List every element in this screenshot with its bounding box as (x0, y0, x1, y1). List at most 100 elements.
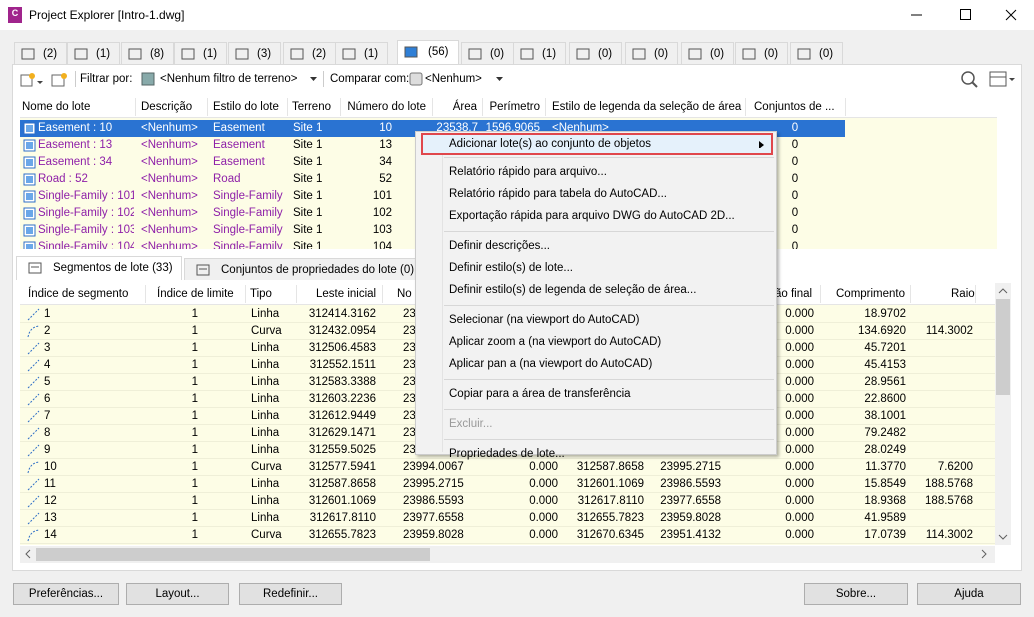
tab[interactable]: (0) (735, 42, 788, 64)
segment-cell: 1 (191, 325, 198, 337)
segment-tab[interactable]: Segmentos de lote (33) (16, 256, 182, 280)
menu-item[interactable]: Relatório rápido para tabela do AutoCAD.… (449, 188, 667, 200)
tab[interactable]: (2) (283, 42, 336, 64)
segment-cell: 0.000 (785, 359, 814, 371)
segment-icon (26, 426, 42, 441)
column-header[interactable]: Conjuntos de ... (754, 101, 835, 113)
segment-cell: 1 (191, 461, 198, 473)
segment-tab-label: Segmentos de lote (33) (53, 262, 173, 274)
dropdown-arrow[interactable] (310, 77, 318, 82)
lot-cell: 0 (791, 190, 799, 202)
menu-item[interactable]: Copiar para a área de transferência (449, 388, 631, 400)
filter-value[interactable]: <Nenhum filtro de terreno> (160, 73, 298, 85)
column-header[interactable]: Terreno (292, 101, 331, 113)
menu-item[interactable]: Exportação rápida para arquivo DWG do Au… (449, 210, 735, 222)
lot-cell: Easement : 34 (38, 156, 113, 168)
tab[interactable]: (2) (14, 42, 67, 64)
menu-item[interactable]: Aplicar zoom a (na viewport do AutoCAD) (449, 336, 662, 348)
segment-icon (26, 460, 42, 475)
tab[interactable]: (1) (513, 42, 566, 64)
menu-item[interactable]: Definir descrições... (449, 240, 550, 252)
segment-cell: 1 (191, 376, 198, 388)
compare-value[interactable]: <Nenhum> (425, 73, 482, 85)
search-layout-icons[interactable] (960, 70, 1016, 90)
vertical-scrollbar[interactable] (995, 283, 1011, 545)
column-header[interactable]: Número do lote (347, 101, 426, 113)
tab[interactable]: (0) (461, 42, 514, 64)
menu-item[interactable]: Propriedades de lote... (449, 448, 565, 460)
compare-icon (409, 72, 423, 86)
context-menu: Adicionar lote(s) ao conjunto de objetos… (415, 131, 777, 460)
button[interactable]: Sobre... (804, 583, 908, 605)
segment-cell: 1 (191, 393, 198, 405)
column-header[interactable]: Perímetro (489, 101, 541, 113)
segment-cell: 0.000 (785, 512, 814, 524)
tab-count: (1) (96, 48, 111, 60)
tab[interactable]: (3) (228, 42, 281, 64)
segment-cell: 1 (191, 308, 198, 320)
button[interactable]: Preferências... (13, 583, 119, 605)
segment-cell: 23986.5593 (660, 478, 721, 490)
menu-item[interactable]: Definir estilo(s) de lote... (449, 262, 573, 274)
tab[interactable]: (56) (397, 40, 459, 65)
window-controls[interactable] (900, 0, 1034, 30)
menu-item[interactable]: Definir estilo(s) de legenda de seleção … (449, 284, 697, 296)
menu-item[interactable]: Relatório rápido para arquivo... (449, 166, 607, 178)
segment-cell: 2 (44, 325, 51, 337)
column-header[interactable]: Leste inicial (316, 288, 376, 300)
lot-cell: 34 (379, 156, 392, 168)
segment-tab[interactable]: Conjuntos de propriedades do lote (0) (184, 258, 422, 280)
column-header[interactable]: Estilo de legenda da seleção de área (552, 101, 742, 113)
lot-icon (23, 122, 36, 135)
menu-item[interactable]: Selecionar (na viewport do AutoCAD) (449, 314, 640, 326)
menu-separator (444, 305, 774, 306)
column-header[interactable]: Descrição (141, 101, 193, 113)
menu-item[interactable]: Aplicar pan a (na viewport do AutoCAD) (449, 358, 653, 370)
menu-item[interactable]: Adicionar lote(s) ao conjunto de objetos (449, 138, 652, 150)
column-header[interactable]: Índice de segmento (28, 288, 129, 300)
button[interactable]: Layout... (126, 583, 229, 605)
segment-cell: 23 (403, 427, 416, 439)
segment-cell: 312587.8658 (308, 478, 376, 490)
segment-cell: 45.4153 (864, 359, 906, 371)
segment-cell: 11.3770 (865, 461, 906, 473)
column-header[interactable]: Tipo (250, 288, 272, 300)
segment-icon (26, 528, 42, 543)
button[interactable]: Ajuda (917, 583, 1021, 605)
tab[interactable]: (8) (121, 42, 174, 64)
segment-cell: 18.9368 (864, 495, 906, 507)
column-header[interactable]: Área (452, 101, 477, 113)
tab[interactable]: (1) (174, 42, 227, 64)
column-header[interactable]: Nome do lote (22, 101, 91, 113)
tab[interactable]: (1) (67, 42, 120, 64)
tab[interactable]: (0) (681, 42, 734, 64)
lot-cell: <Nenhum> (141, 122, 198, 134)
lot-cell: <Nenhum> (141, 190, 198, 202)
segment-cell: 18.9702 (864, 308, 906, 320)
dropdown-arrow[interactable] (496, 77, 504, 82)
segment-icon (26, 324, 42, 339)
segment-cell: Linha (251, 427, 280, 439)
segment-cell: 188.5768 (925, 478, 973, 490)
segment-cell: 0.000 (785, 342, 814, 354)
column-header[interactable]: Estilo do lote (213, 101, 279, 113)
tab[interactable]: (0) (790, 42, 843, 64)
button[interactable]: Redefinir... (239, 583, 342, 605)
column-header[interactable]: Raio (951, 288, 975, 300)
svg-text:C: C (12, 8, 19, 18)
lot-cell: Site 1 (293, 241, 323, 249)
tab[interactable]: (0) (569, 42, 622, 64)
column-header[interactable]: Comprimento (836, 288, 906, 300)
column-header[interactable]: Índice de limite (157, 288, 234, 300)
tab[interactable]: (0) (625, 42, 678, 64)
column-header[interactable]: No (397, 288, 412, 300)
lot-cell: Easement (213, 122, 265, 134)
segment-cell: 23 (403, 393, 416, 405)
tab[interactable]: (1) (335, 42, 388, 64)
column-separator (820, 285, 821, 303)
toolbar-icons[interactable] (20, 72, 80, 88)
lot-cell: 0 (791, 224, 799, 236)
lot-cell: Single-Family (213, 241, 283, 249)
column-header[interactable]: ão final (775, 288, 813, 300)
horizontal-scrollbar[interactable] (20, 546, 995, 563)
